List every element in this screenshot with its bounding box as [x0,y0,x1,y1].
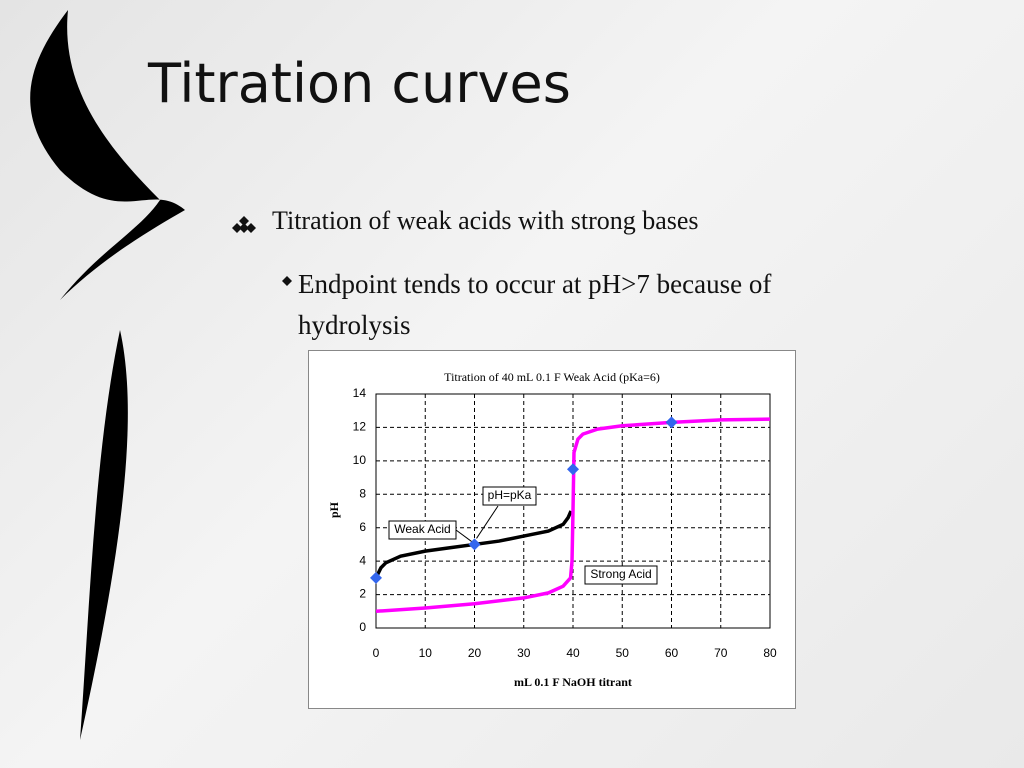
y-tick-label: 12 [353,420,367,434]
x-tick-label: 0 [373,646,380,660]
marker [468,538,481,551]
chart: Titration of 40 mL 0.1 F Weak Acid (pKa=… [308,350,796,709]
marker [370,571,382,584]
chart-title: Titration of 40 mL 0.1 F Weak Acid (pKa=… [444,370,660,384]
y-tick-label: 10 [353,453,367,467]
x-tick-label: 40 [566,646,580,660]
y-tick-label: 8 [359,486,366,500]
sub-bullet: Endpoint tends to occur at pH>7 because … [298,269,772,340]
marker [567,463,579,476]
x-tick-label: 30 [517,646,531,660]
x-tick-label: 20 [468,646,482,660]
annotation-box [482,486,537,506]
annotation: pH=pKa [488,488,532,502]
y-axis-label: pH [327,501,341,518]
y-tick-label: 2 [359,587,366,601]
x-tick-label: 50 [616,646,630,660]
y-tick-label: 14 [353,386,367,400]
series-label: Weak Acid [394,522,450,536]
x-tick-label: 80 [763,646,777,660]
x-tick-label: 70 [714,646,728,660]
arrow [476,505,499,539]
chart-border [308,350,796,709]
x-tick-label: 10 [419,646,433,660]
series-label-box [388,520,457,540]
bullet: Titration of weak acids with strong base… [272,206,699,235]
y-tick-label: 0 [359,620,366,634]
x-tick-label: 60 [665,646,679,660]
y-tick-label: 4 [359,553,366,567]
y-tick-label: 6 [359,520,366,534]
marker [665,416,678,429]
line [375,417,771,614]
series-label: Strong Acid [590,567,651,581]
arrow [455,529,472,542]
series-label-box [584,565,658,585]
x-axis-label: mL 0.1 F NaOH titrant [514,675,632,689]
slide-title: Titration curves [148,52,571,115]
